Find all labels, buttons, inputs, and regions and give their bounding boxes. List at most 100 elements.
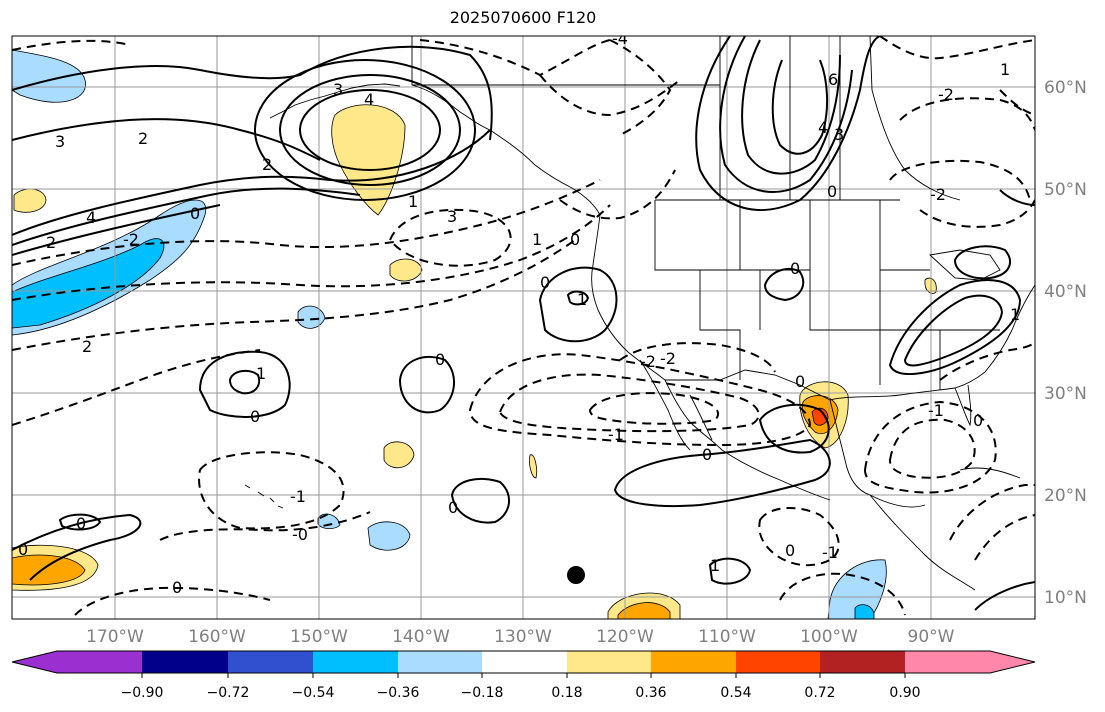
colorbar-segment-7 [651, 651, 736, 673]
colorbar-segment-9 [820, 651, 905, 673]
east-coast [984, 284, 1035, 373]
contour-label: 0 [795, 372, 805, 391]
canada-ridge-3 [741, 39, 841, 175]
midwest-contour-2 [903, 294, 1004, 367]
contour-label: 0 [702, 445, 712, 464]
contour-label: 0 [827, 182, 837, 201]
hawaii-trough-2 [159, 511, 371, 541]
contour-label: 1 [1000, 60, 1010, 79]
latitude-label: 50°N [1044, 180, 1087, 200]
longitude-labels: 170°W 160°W 150°W 140°W 130°W 120°W 110°… [86, 627, 955, 647]
pacific-low-2 [228, 369, 261, 395]
longitude-label: 100°W [800, 627, 858, 647]
contour-label: 2 [82, 337, 92, 356]
baja-trough [619, 342, 776, 373]
east-canada-trough-3 [899, 97, 1035, 131]
strong-positive-south-central [617, 602, 671, 619]
latitude-label: 60°N [1044, 78, 1087, 98]
contour-label: 0 [540, 273, 550, 292]
contour-label: 1 [532, 230, 542, 249]
dashed-contours [12, 36, 1035, 616]
contour-label: 4 [818, 118, 828, 137]
map-frame [11, 35, 1036, 620]
positive-anomaly-hawaii-east [383, 441, 415, 469]
latitude-labels: 60°N 50°N 40°N 30°N 20°N 10°N [1044, 78, 1087, 608]
longitude-label: 160°W [188, 627, 246, 647]
contour-label: -1 [928, 401, 944, 420]
pacific-low-3 [398, 355, 456, 414]
contour-label: 1 [408, 192, 418, 211]
contour-label: 1 [1010, 305, 1020, 324]
contour-label: 0 [448, 498, 458, 517]
colorbar-tick-label: 0.90 [889, 685, 920, 701]
contour-label: 3 [55, 132, 65, 151]
longitude-label: 120°W [596, 627, 654, 647]
longitude-label: 90°W [908, 627, 955, 647]
north-pacific-ridge-1 [12, 45, 493, 141]
gulf-trough-2 [888, 418, 976, 479]
southwest-pacific-contour [12, 513, 142, 581]
caribbean-trough-2 [974, 514, 1035, 561]
colorbar-segment-0 [12, 651, 142, 673]
map-plot-area: -4 3 4 2 3 4 2 0 1 3 6 4 3 0 -2 2 1 1 2 … [12, 29, 1035, 619]
baja-low-inner [758, 403, 830, 454]
pacific-low-4 [450, 477, 510, 524]
contour-label: -4 [612, 29, 628, 48]
colorbar-tick-label: 0.54 [720, 685, 751, 701]
contour-label: 0 [435, 350, 445, 369]
colorbar-tick-label: −0.36 [377, 685, 420, 701]
graticule [12, 36, 1035, 619]
mexico-trough-3 [588, 392, 719, 425]
canada-ridge-2 [719, 36, 853, 193]
latitude-label: 20°N [1044, 486, 1087, 506]
contour-label: -0 [292, 525, 308, 544]
aleutian-trough [419, 39, 611, 77]
colorbar-segment-6 [567, 651, 651, 673]
contour-label: 0 [785, 541, 795, 560]
colorbar-tick-label: 0.72 [804, 685, 835, 701]
colorbar-outline [11, 650, 1036, 674]
positive-anomaly-mid-pacific [389, 258, 423, 282]
mexico-trough-2 [498, 373, 760, 433]
hawaii-islands [244, 484, 284, 509]
north-pacific-ridge-4 [12, 187, 361, 246]
contour-label: 0 [18, 540, 28, 559]
east-us-trough [939, 339, 1035, 381]
south-pacific-trough [74, 586, 271, 616]
great-lakes [929, 249, 1001, 281]
colorbar-segment-2 [228, 651, 313, 673]
east-canada-trough-1 [879, 36, 1035, 60]
solid-contours [12, 36, 1035, 611]
great-lakes-contour [953, 245, 1011, 280]
contour-label: -1 [608, 425, 624, 444]
caribbean-trough-1 [949, 484, 1035, 541]
state-lines-east [880, 269, 1000, 390]
hawaii-trough-1 [198, 451, 345, 530]
colorbar-segment-10 [905, 651, 1035, 673]
negative-anomaly-small-1 [297, 305, 326, 329]
contour-label: -2 [938, 85, 954, 104]
pacific-low-5 [708, 557, 752, 585]
canada-trough-2 [539, 74, 681, 117]
florida [954, 384, 972, 427]
colorbar-tick-label: −0.18 [461, 685, 504, 701]
us-mexico-border [665, 369, 831, 401]
rockies-contour [763, 267, 805, 302]
colorbar-tick-label: −0.90 [121, 685, 164, 701]
canada-ridge-1 [695, 36, 881, 211]
contour-label: -1 [822, 543, 838, 562]
north-pacific-ridge-5 [12, 204, 221, 256]
colorbar-tick-label: 0.18 [551, 685, 582, 701]
contour-label: 0 [250, 407, 260, 426]
east-canada-trough-4 [919, 199, 1035, 228]
colorbar-segment-3 [313, 651, 398, 673]
negative-anomaly-south-1 [367, 521, 411, 551]
strong-negative-central-america [854, 604, 875, 619]
positive-anomaly-thin [529, 454, 538, 479]
colorbar-segment-8 [736, 651, 820, 673]
canada-trough-1 [609, 39, 672, 136]
contour-label: -1 [290, 487, 306, 506]
coastal-low [538, 266, 618, 343]
positive-anomaly-gulf-alaska [331, 104, 406, 216]
